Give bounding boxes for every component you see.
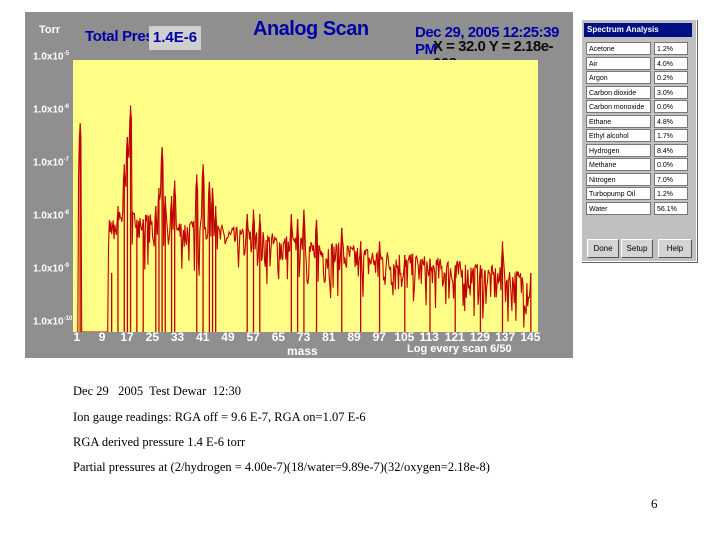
gas-composition-list: Acetone 1.2% Air 4.0% Argon 0.2% Carbon dioxid… — [586, 42, 688, 216]
x-tick-label: 73 — [296, 330, 311, 344]
gas-name: Methane — [586, 158, 651, 171]
spectrum-analysis-window: Spectrum Analysis Acetone 1.2% Air 4.0% Argo… — [581, 19, 697, 262]
page-number: 6 — [651, 496, 658, 511]
x-tick-label: 1 — [73, 330, 81, 344]
gas-name: Carbon monoxide — [586, 100, 651, 113]
gas-percentage: 1.2% — [654, 187, 688, 200]
gas-percentage: 3.0% — [654, 85, 688, 99]
gas-name: Air — [586, 56, 651, 70]
gas-percentage: 1.2% — [654, 42, 688, 55]
y-tick-label: 1.0x10-7 — [33, 157, 69, 168]
gas-row: Air 4.0% — [586, 56, 688, 72]
y-tick-label: 1.0x10-6 — [33, 104, 69, 115]
gas-row: Carbon monoxide 0.0% — [586, 100, 688, 115]
gas-percentage: 8.4% — [654, 143, 688, 157]
gas-name: Hydrogen — [586, 143, 651, 157]
y-tick-mantissa: 1.0x10 — [33, 316, 64, 328]
x-tick-label: 25 — [145, 330, 159, 344]
y-tick-mantissa: 1.0x10 — [33, 263, 64, 275]
gas-row: Ethane 4.8% — [586, 114, 688, 130]
x-tick-label: 97 — [372, 330, 386, 344]
x-tick-label: 121 — [444, 330, 465, 344]
x-tick-label: 41 — [196, 330, 210, 344]
y-tick-exponent: -6 — [63, 104, 69, 110]
y-tick-exponent: -8 — [63, 210, 69, 216]
gas-percentage: 7.0% — [654, 172, 688, 186]
gas-name: Turbopump Oil — [586, 187, 651, 200]
gas-name: Ethane — [586, 114, 651, 128]
gas-percentage: 1.7% — [654, 129, 688, 142]
y-tick-label: 1.0x10-5 — [33, 51, 69, 62]
gas-row: Hydrogen 8.4% — [586, 143, 688, 159]
help-button[interactable]: Help — [658, 239, 692, 258]
gas-name: Water — [586, 201, 651, 215]
x-tick-label: 65 — [271, 330, 286, 344]
x-tick-label: 17 — [120, 330, 134, 344]
gas-row: Water 56.1% — [586, 201, 688, 217]
y-tick-label: 1.0x10-10 — [33, 316, 72, 327]
x-tick-label: 49 — [221, 330, 235, 344]
y-tick-mantissa: 1.0x10 — [33, 104, 64, 116]
y-tick-exponent: -9 — [63, 263, 69, 269]
y-tick-exponent: -10 — [63, 316, 73, 322]
gas-row: Argon 0.2% — [586, 71, 688, 86]
analog-scan-panel: Torr Total Pressure 1.4E-6 Analog Scan D… — [25, 12, 573, 358]
scan-title: Analog Scan — [253, 18, 369, 40]
spectrum-trace — [77, 105, 532, 333]
x-tick-label: 57 — [246, 330, 260, 344]
gas-row: Nitrogen 7.0% — [586, 172, 688, 188]
y-tick-mantissa: 1.0x10 — [33, 210, 64, 222]
gas-row: Turbopump Oil 1.2% — [586, 187, 688, 202]
gas-name: Argon — [586, 71, 651, 84]
note-date-line: Dec 29 2005 Test Dewar 12:30 — [73, 384, 241, 398]
y-tick-exponent: -5 — [63, 51, 69, 57]
x-tick-label: 9 — [98, 330, 106, 344]
gas-name: Acetone — [586, 42, 651, 55]
y-tick-label: 1.0x10-9 — [33, 263, 69, 274]
note-ion-gauge: Ion gauge readings: RGA off = 9.6 E-7, R… — [73, 410, 366, 424]
gas-row: Carbon dioxide 3.0% — [586, 85, 688, 101]
note-derived-pressure: RGA derived pressure 1.4 E-6 torr — [73, 435, 246, 449]
y-tick-label: 1.0x10-8 — [33, 210, 69, 221]
x-tick-label: 129 — [469, 330, 490, 344]
gas-percentage: 0.0% — [654, 158, 688, 171]
x-tick-label: 33 — [170, 330, 185, 344]
total-pressure-value: 1.4E-6 — [149, 26, 201, 50]
x-axis-label: mass — [287, 344, 318, 358]
gas-percentage: 56.1% — [654, 201, 688, 215]
plot-area[interactable] — [73, 60, 538, 333]
x-tick-label: 137 — [495, 330, 516, 344]
done-button[interactable]: Done — [587, 239, 619, 258]
gas-percentage: 0.2% — [654, 71, 688, 84]
y-tick-mantissa: 1.0x10 — [33, 51, 64, 63]
log-scan-note: Log every scan 6/50 — [407, 343, 512, 355]
x-tick-label: 145 — [520, 330, 541, 344]
gas-row: Acetone 1.2% — [586, 42, 688, 57]
gas-percentage: 0.0% — [654, 100, 688, 113]
gas-name: Carbon dioxide — [586, 85, 651, 99]
setup-button[interactable]: Setup — [621, 239, 653, 258]
x-tick-label: 113 — [419, 330, 439, 344]
y-tick-mantissa: 1.0x10 — [33, 157, 64, 169]
gas-name: Nitrogen — [586, 172, 651, 186]
y-axis-unit-label: Torr — [39, 24, 61, 36]
gas-percentage: 4.0% — [654, 56, 688, 70]
x-tick-label: 89 — [347, 330, 361, 344]
scan-date-time: Dec 29, 2005 12:25:39 PM — [415, 24, 559, 58]
gas-row: Methane 0.0% — [586, 158, 688, 173]
gas-row: Ethyl alcohol 1.7% — [586, 129, 688, 144]
note-partial-pressures: Partial pressures at (2/hydrogen = 4.00e… — [73, 460, 490, 474]
y-tick-exponent: -7 — [63, 157, 69, 163]
gas-name: Ethyl alcohol — [586, 129, 651, 142]
spectrum-window-title: Spectrum Analysis — [584, 23, 692, 37]
gas-percentage: 4.8% — [654, 114, 688, 128]
x-tick-label: 105 — [394, 330, 415, 344]
x-tick-label: 81 — [322, 330, 336, 344]
